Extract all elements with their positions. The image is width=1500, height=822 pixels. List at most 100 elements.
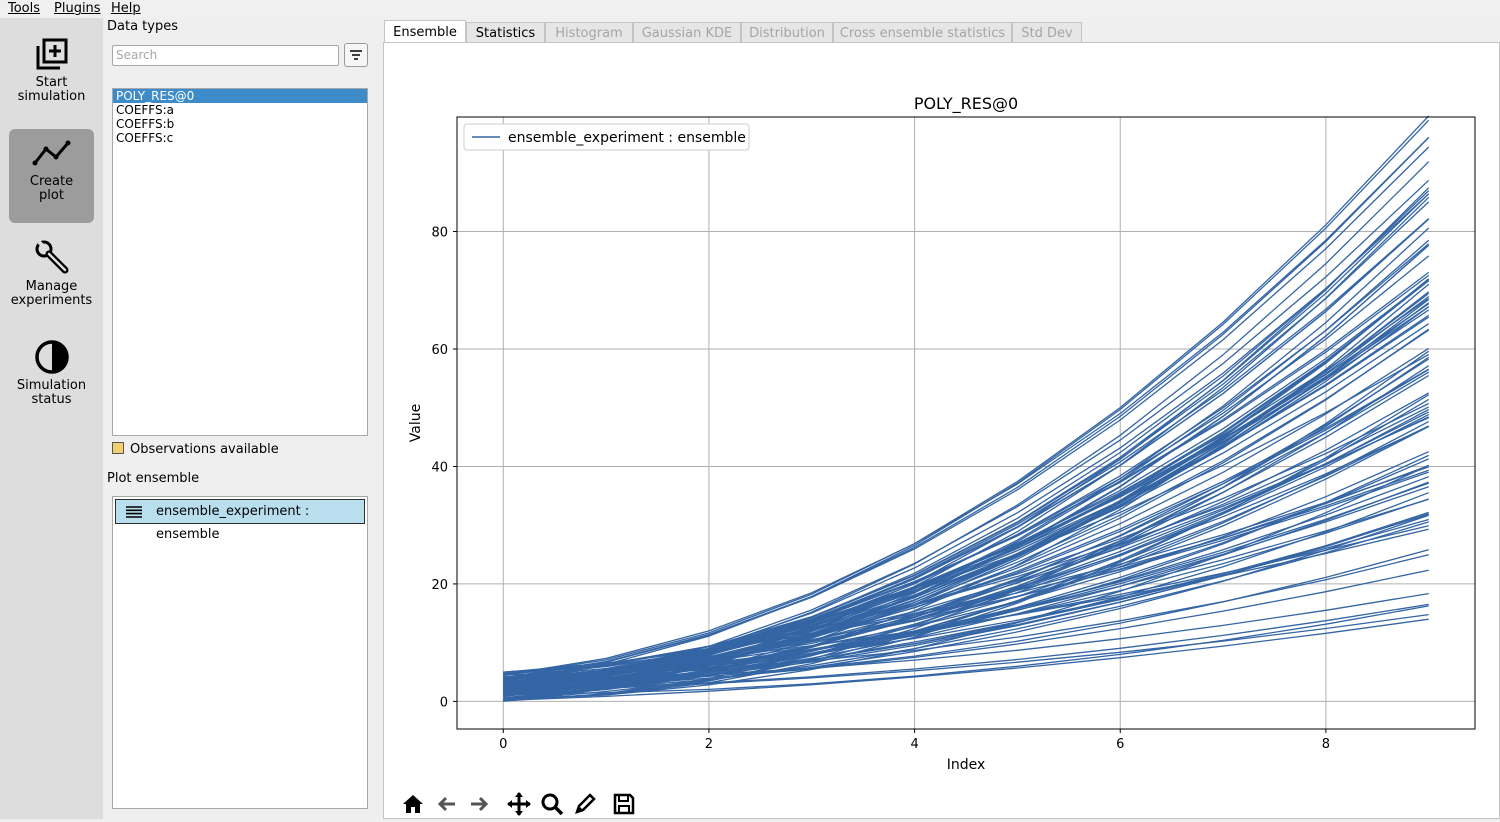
menu-help[interactable]: Help xyxy=(111,1,141,16)
pan-icon xyxy=(507,792,531,816)
save-button[interactable] xyxy=(610,790,638,818)
back-icon xyxy=(437,796,455,812)
realization-line xyxy=(503,190,1430,686)
realization-line xyxy=(503,358,1430,696)
tab-gaussian-kde[interactable]: Gaussian KDE xyxy=(633,22,741,43)
x-tick-label: 2 xyxy=(705,737,713,752)
zoom-icon xyxy=(541,793,564,816)
add-box-icon xyxy=(36,38,67,70)
back-button[interactable] xyxy=(433,790,461,818)
sidebar-item-label: Simulation status xyxy=(16,378,87,407)
filter-button[interactable] xyxy=(344,43,368,67)
start-simulation-button[interactable]: Start simulation xyxy=(9,28,94,122)
menu-bar: Tools Plugins Help xyxy=(0,0,1500,18)
home-button[interactable] xyxy=(399,790,427,818)
realization-line xyxy=(503,374,1430,692)
y-axis-label: Value xyxy=(408,404,424,442)
drag-handle-icon[interactable] xyxy=(125,506,143,518)
realization-line xyxy=(503,476,1429,695)
realization-line xyxy=(503,417,1429,676)
list-item-coeffs-b[interactable]: COEFFS:b xyxy=(116,117,175,131)
x-tick-label: 0 xyxy=(499,737,507,752)
x-tick-label: 4 xyxy=(910,737,918,752)
tab-cross-ensemble-statistics[interactable]: Cross ensemble statistics xyxy=(833,22,1012,43)
realization-line xyxy=(503,146,1430,680)
plot-ensemble-title: Plot ensemble xyxy=(107,471,200,486)
create-plot-button[interactable]: Create plot xyxy=(9,129,94,223)
zoom-button[interactable] xyxy=(538,790,566,818)
y-tick-label: 0 xyxy=(440,695,448,710)
list-item-poly-res[interactable]: POLY_RES@0 xyxy=(113,89,367,103)
realization-line xyxy=(503,618,1429,702)
realization-line xyxy=(503,398,1430,702)
ensemble-item[interactable]: ensemble_experiment : ensemble xyxy=(115,499,365,542)
realization-line xyxy=(503,115,1430,676)
realization-line xyxy=(503,498,1429,679)
list-item-coeffs-a[interactable]: COEFFS:a xyxy=(116,103,175,117)
realization-line xyxy=(503,328,1430,689)
save-icon xyxy=(613,793,635,815)
realization-line xyxy=(503,187,1430,693)
home-icon xyxy=(403,795,423,813)
y-tick-label: 40 xyxy=(431,460,448,475)
tab-distribution[interactable]: Distribution xyxy=(741,22,833,43)
edit-button[interactable] xyxy=(571,790,599,818)
realization-line xyxy=(503,421,1430,695)
realization-line xyxy=(503,279,1430,675)
realization-line xyxy=(503,350,1430,701)
realization-line xyxy=(503,295,1430,698)
realization-line xyxy=(503,394,1430,701)
tab-ensemble[interactable]: Ensemble xyxy=(384,20,466,44)
data-types-title: Data types xyxy=(107,19,178,34)
search-input[interactable]: Search xyxy=(112,45,339,66)
legend-box xyxy=(463,123,750,151)
realization-line xyxy=(503,271,1430,692)
line-chart-icon xyxy=(32,140,70,166)
y-tick-label: 80 xyxy=(431,226,448,241)
list-item-coeffs-c[interactable]: COEFFS:c xyxy=(116,131,174,145)
edit-icon xyxy=(575,793,596,814)
y-tick-label: 20 xyxy=(431,578,448,593)
realization-line xyxy=(503,451,1429,678)
realization-line xyxy=(503,365,1430,697)
sidebar-item-label: Start simulation xyxy=(17,75,86,104)
sidebar-item-label: Manage experiments xyxy=(10,279,93,308)
pan-button[interactable] xyxy=(505,790,533,818)
forward-button[interactable] xyxy=(465,790,493,818)
realization-line xyxy=(503,218,1430,683)
realization-line xyxy=(503,218,1430,698)
realization-line xyxy=(503,193,1430,690)
menu-plugins[interactable]: Plugins xyxy=(54,1,101,16)
plot-canvas[interactable]: 0 2 4 6 8 0 20 40 60 80 POLY_RES@0 Index Value ensemb… xyxy=(395,56,1495,788)
menu-tools[interactable]: Tools xyxy=(8,1,41,16)
ensemble-chart[interactable]: 0 2 4 6 8020406080POLY_RES@0IndexValueensemb… xyxy=(395,56,1495,788)
axes-frame xyxy=(456,116,1476,730)
observations-swatch xyxy=(112,442,124,454)
tab-content: 0 2 4 6 8 0 20 40 60 80 POLY_RES@0 Index Value ensemb… xyxy=(383,42,1500,819)
ensemble-list: ensemble_experiment : ensemble xyxy=(112,496,368,809)
plot-window: Ensemble Statistics Histogram Gaussian K… xyxy=(383,18,1500,819)
data-panel: Data types Search POLY_RES@0 COEFFS:a CO… xyxy=(103,18,381,819)
x-tick-label: 6 xyxy=(1116,737,1124,752)
realization-line xyxy=(503,603,1429,691)
realization-line xyxy=(503,309,1430,685)
series-lines xyxy=(503,115,1430,702)
observations-label: Observations available xyxy=(130,442,279,457)
legend-label: ensemble_experiment : ensemble xyxy=(508,130,746,146)
realization-line xyxy=(503,482,1429,691)
sidebar-item-label: Create plot xyxy=(29,174,74,203)
tab-statistics[interactable]: Statistics xyxy=(466,22,545,43)
realization-line xyxy=(503,513,1429,680)
realization-line xyxy=(503,136,1430,676)
simulation-status-button[interactable]: Simulation status xyxy=(9,331,94,425)
tab-histogram[interactable]: Histogram xyxy=(545,22,633,43)
forward-icon xyxy=(471,796,489,812)
tab-std-dev[interactable]: Std Dev xyxy=(1012,22,1082,43)
realization-line xyxy=(503,613,1429,692)
legend: ensemble_experiment : ensemble xyxy=(463,123,750,151)
realization-line xyxy=(503,605,1429,695)
manage-experiments-button[interactable]: Manage experiments xyxy=(9,230,94,324)
realization-line xyxy=(503,392,1430,693)
data-types-list[interactable]: POLY_RES@0 COEFFS:a COEFFS:b COEFFS:c xyxy=(112,88,368,436)
wrench-icon xyxy=(35,240,68,274)
